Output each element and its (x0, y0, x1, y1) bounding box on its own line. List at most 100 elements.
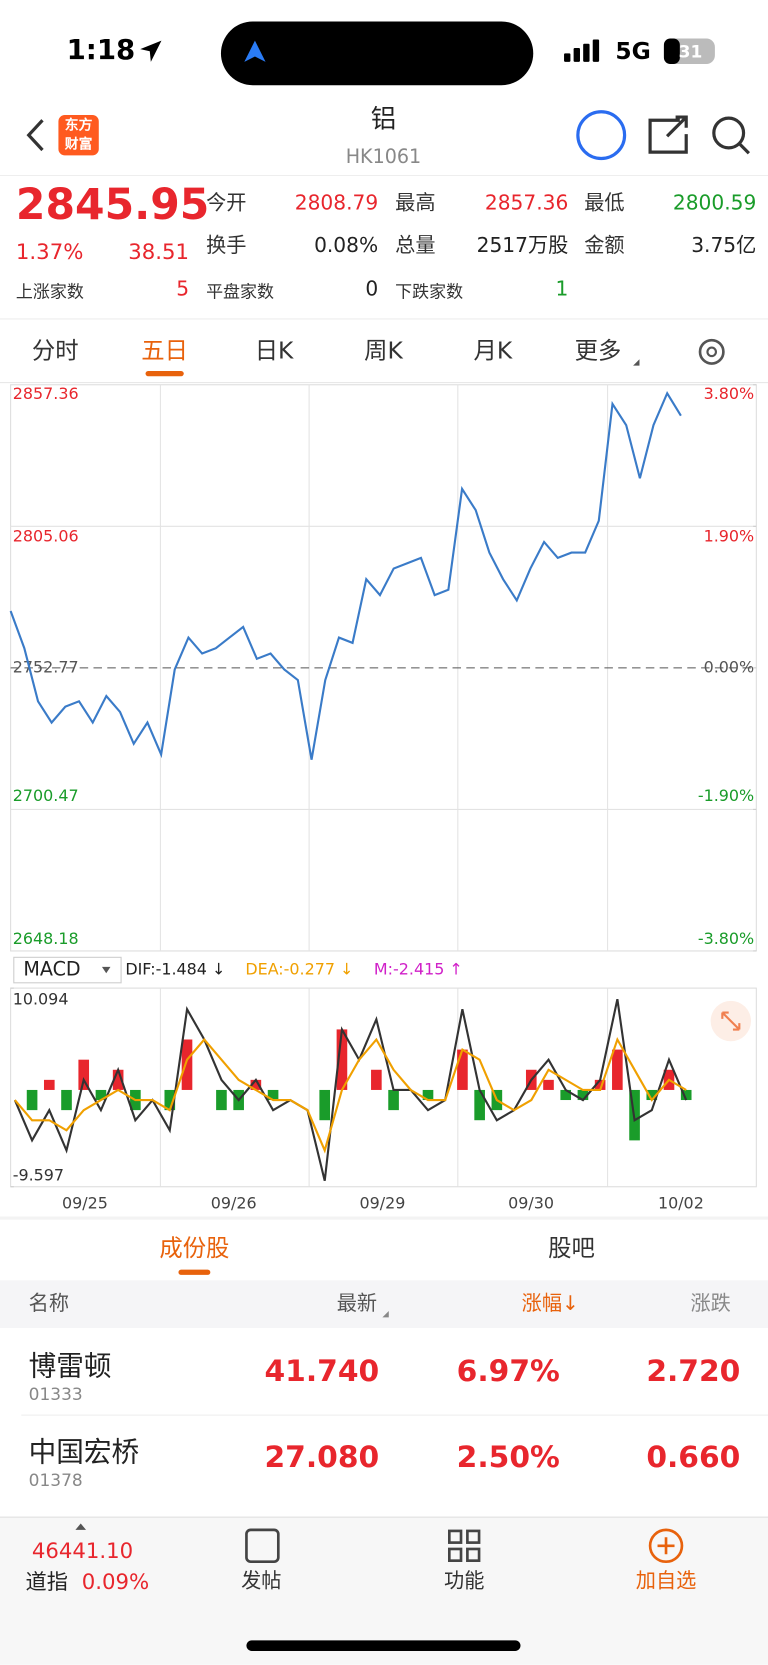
change-pct: 1.37% (16, 240, 83, 265)
settings-button[interactable] (698, 338, 725, 365)
y2-tick-label: 0.00% (704, 657, 755, 676)
y-tick-label: 2648.18 (13, 929, 79, 948)
logo-text: 财富 (65, 136, 93, 153)
nav-label[interactable]: 功能 (444, 1568, 484, 1592)
post-icon[interactable] (245, 1528, 280, 1564)
stock-name[interactable]: 博雷顿 (29, 1349, 112, 1382)
y-tick-label: 2700.47 (13, 786, 79, 805)
indicator-select[interactable] (13, 956, 122, 984)
divider (0, 1216, 768, 1220)
ai-button[interactable] (576, 110, 627, 161)
chart-tab[interactable]: 周K (364, 336, 403, 364)
index-value: 46441.10 (32, 1539, 133, 1564)
macd-bar (319, 1089, 331, 1121)
macd-frame (10, 987, 757, 1188)
price: 2845.95 (16, 181, 209, 230)
search-handle (738, 142, 751, 155)
column-header[interactable]: 涨跌 (690, 1291, 730, 1315)
chart-tab[interactable]: 分时 (32, 336, 79, 364)
field-value: 2808.79 (295, 191, 378, 215)
dea-label: DEA:-0.277 ↓ (245, 960, 353, 979)
field-value: 2517万股 (477, 233, 569, 257)
indicator-name: MACD (23, 958, 80, 981)
signal-bar (583, 43, 590, 62)
change: 38.51 (128, 240, 189, 265)
macd-bar (112, 1069, 124, 1090)
field-value: 2800.59 (673, 191, 756, 215)
date-label: 10/02 (658, 1193, 704, 1212)
chart-tab[interactable]: 日K (255, 336, 294, 364)
function-icon[interactable] (448, 1529, 481, 1562)
column-header[interactable]: 最新 (337, 1291, 377, 1315)
icon-part (466, 1529, 481, 1544)
macd-bar (181, 1039, 193, 1090)
network: 5G (615, 37, 650, 65)
macd-bar (646, 1089, 658, 1101)
macd-bar (78, 1059, 90, 1090)
price-line (9, 390, 682, 760)
macd-bar (250, 1079, 262, 1090)
stock-name[interactable]: 中国宏桥 (29, 1435, 139, 1468)
location-icon (140, 40, 162, 62)
share-button[interactable] (648, 115, 688, 154)
title: 铝 (371, 104, 396, 134)
field-label: 总量 (395, 233, 435, 257)
stock-code: 01378 (29, 1471, 83, 1491)
y2-tick-label: -3.80% (698, 929, 754, 948)
icon-part (448, 1529, 463, 1544)
date-label: 09/29 (359, 1193, 405, 1212)
nav-label[interactable]: 发帖 (241, 1568, 281, 1592)
list-tab[interactable]: 成份股 (159, 1234, 229, 1262)
add-watch-icon[interactable] (648, 1528, 684, 1564)
chart-tab[interactable]: 月K (474, 336, 513, 364)
battery-level-text: 31 (679, 42, 703, 62)
count-label: 上涨家数 (16, 282, 84, 302)
nav-label[interactable]: 加自选 (636, 1568, 697, 1592)
search-button[interactable] (712, 116, 746, 150)
count-value: 1 (555, 277, 568, 301)
field-label: 今开 (206, 191, 246, 215)
add-plus (657, 1537, 675, 1555)
y2-tick-label: 1.90% (704, 526, 755, 545)
field-value: 3.75亿 (691, 233, 756, 257)
y-tick-label: -9.597 (13, 1166, 64, 1185)
back-button[interactable] (26, 119, 44, 152)
y-tick-label: 2857.36 (13, 384, 79, 403)
macd-bar (680, 1089, 692, 1101)
more-caret (633, 359, 640, 366)
stock-pct: 2.50% (457, 1440, 560, 1475)
macd-bar (26, 1089, 38, 1111)
index-arrow (75, 1523, 87, 1530)
app-logo (58, 114, 99, 156)
list-tab[interactable]: 股吧 (548, 1234, 595, 1262)
macd-bar (422, 1089, 434, 1101)
column-header[interactable]: 涨幅↓ (522, 1291, 579, 1315)
field-label: 最高 (395, 191, 435, 215)
code: HK1061 (346, 145, 422, 168)
macd-bar (457, 1049, 468, 1090)
expand-icon (721, 1011, 741, 1031)
count-label: 下跌家数 (395, 282, 463, 302)
macd-bar (474, 1089, 485, 1121)
dea-line (14, 1036, 687, 1154)
index-pct: 0.09% (82, 1570, 149, 1595)
macd-bar (95, 1089, 107, 1101)
chart-tab[interactable]: 五日 (141, 336, 188, 364)
field-value: 2857.36 (485, 191, 568, 215)
icon-part (466, 1547, 481, 1562)
home-indicator (246, 1640, 521, 1651)
y-tick-label: 10.094 (13, 989, 69, 1008)
chart-tab[interactable]: 更多 (575, 336, 622, 364)
count-value: 5 (176, 277, 189, 301)
column-header: 名称 (29, 1291, 69, 1315)
macd-bar (594, 1079, 606, 1090)
signal-bar (573, 48, 580, 62)
macd-bar (164, 1089, 176, 1111)
signal-bar (564, 53, 571, 62)
signal-bar (592, 39, 600, 62)
stock-change: 2.720 (646, 1354, 740, 1389)
m-label: M:-2.415 ↑ (374, 960, 463, 979)
y-tick-label: 2752.77 (13, 657, 79, 676)
